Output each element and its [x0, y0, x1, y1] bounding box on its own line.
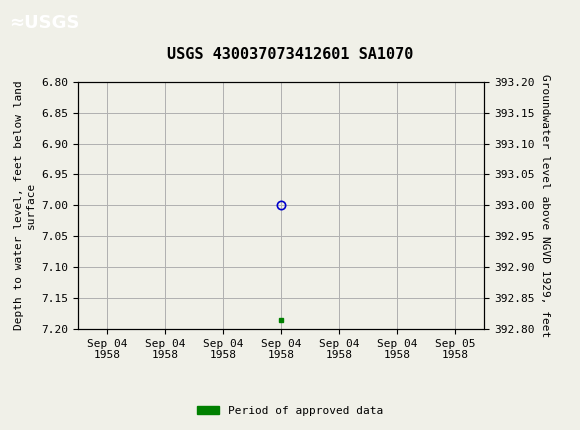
Text: ≈USGS: ≈USGS	[9, 14, 79, 31]
Text: USGS 430037073412601 SA1070: USGS 430037073412601 SA1070	[167, 47, 413, 62]
Y-axis label: Depth to water level, feet below land
surface: Depth to water level, feet below land su…	[14, 80, 36, 330]
Legend: Period of approved data: Period of approved data	[193, 401, 387, 420]
Y-axis label: Groundwater level above NGVD 1929, feet: Groundwater level above NGVD 1929, feet	[540, 74, 550, 337]
